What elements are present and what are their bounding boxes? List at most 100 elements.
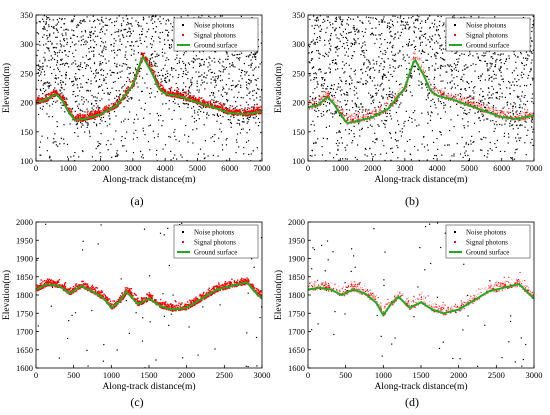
signal-photon bbox=[94, 113, 97, 115]
noise-photon bbox=[148, 16, 150, 18]
noise-photon bbox=[360, 78, 362, 80]
noise-photon bbox=[438, 25, 440, 27]
noise-photon bbox=[386, 41, 388, 44]
noise-photon bbox=[427, 111, 429, 113]
noise-photon bbox=[149, 149, 151, 151]
noise-photon bbox=[332, 88, 335, 90]
noise-photon bbox=[379, 46, 381, 49]
noise-photon bbox=[141, 90, 143, 92]
noise-photon bbox=[146, 31, 148, 33]
noise-photon bbox=[463, 125, 465, 127]
noise-photon bbox=[256, 97, 258, 99]
noise-photon bbox=[64, 18, 66, 20]
noise-photon bbox=[511, 157, 513, 159]
noise-photon bbox=[158, 119, 160, 121]
signal-photon bbox=[257, 108, 259, 111]
signal-photon bbox=[352, 120, 354, 122]
noise-photon bbox=[408, 17, 410, 19]
noise-photon bbox=[149, 113, 151, 115]
noise-photon bbox=[362, 22, 364, 24]
noise-photon bbox=[380, 153, 382, 155]
noise-photon bbox=[154, 65, 156, 67]
noise-photon bbox=[143, 18, 145, 20]
noise-photon bbox=[361, 128, 363, 130]
noise-photon bbox=[248, 92, 250, 94]
noise-photon bbox=[169, 47, 171, 49]
noise-photon bbox=[462, 156, 464, 158]
noise-photon bbox=[144, 134, 146, 136]
noise-photon bbox=[86, 16, 88, 18]
noise-photon bbox=[68, 51, 70, 53]
noise-photon bbox=[251, 17, 253, 19]
noise-photon bbox=[451, 155, 453, 157]
noise-photon bbox=[531, 40, 533, 42]
noise-photon bbox=[507, 133, 510, 135]
noise-photon bbox=[64, 50, 66, 52]
noise-photon bbox=[484, 60, 486, 62]
noise-photon bbox=[453, 155, 455, 157]
noise-photon bbox=[83, 101, 85, 103]
noise-photon bbox=[208, 114, 210, 116]
noise-photon bbox=[311, 58, 314, 60]
noise-photon bbox=[351, 79, 353, 81]
noise-photon bbox=[82, 35, 84, 37]
signal-photon bbox=[257, 112, 260, 115]
noise-photon bbox=[402, 28, 404, 30]
signal-photon bbox=[157, 81, 159, 83]
noise-photon bbox=[336, 153, 338, 156]
noise-photon bbox=[212, 92, 214, 94]
signal-photon bbox=[93, 111, 95, 113]
noise-photon bbox=[193, 106, 195, 108]
noise-photon bbox=[190, 81, 192, 83]
noise-photon bbox=[127, 96, 129, 98]
noise-photon bbox=[376, 61, 378, 63]
noise-photon bbox=[512, 105, 514, 107]
noise-photon bbox=[178, 74, 180, 76]
noise-photon bbox=[505, 120, 507, 122]
noise-photon bbox=[193, 121, 196, 123]
noise-photon bbox=[52, 26, 54, 29]
signal-photon bbox=[64, 100, 66, 103]
signal-photon bbox=[219, 102, 222, 104]
noise-photon bbox=[178, 93, 180, 95]
noise-photon bbox=[168, 46, 170, 48]
signal-photon bbox=[44, 94, 47, 96]
noise-photon bbox=[517, 74, 519, 76]
noise-photon bbox=[472, 55, 474, 57]
noise-photon bbox=[142, 19, 144, 21]
noise-photon bbox=[107, 149, 109, 151]
noise-photon bbox=[400, 83, 402, 85]
noise-photon bbox=[531, 101, 533, 103]
noise-photon bbox=[398, 106, 400, 108]
noise-photon bbox=[91, 156, 93, 158]
noise-photon bbox=[75, 49, 77, 51]
noise-photon bbox=[473, 96, 475, 98]
noise-photon bbox=[217, 76, 219, 78]
noise-photon bbox=[479, 149, 482, 151]
noise-photon bbox=[62, 81, 64, 83]
noise-photon bbox=[102, 74, 104, 76]
noise-photon bbox=[437, 98, 439, 100]
noise-photon bbox=[126, 64, 128, 66]
noise-photon bbox=[162, 18, 164, 20]
noise-photon bbox=[211, 60, 213, 62]
noise-photon bbox=[350, 18, 352, 20]
noise-photon bbox=[217, 78, 219, 80]
noise-photon bbox=[376, 139, 378, 141]
noise-photon bbox=[353, 39, 356, 41]
noise-photon bbox=[109, 69, 111, 71]
noise-photon bbox=[121, 70, 123, 72]
noise-photon bbox=[336, 88, 338, 90]
noise-photon bbox=[369, 61, 371, 63]
noise-photon bbox=[133, 122, 135, 124]
noise-photon bbox=[455, 52, 457, 54]
noise-photon bbox=[453, 68, 455, 70]
signal-photon bbox=[487, 106, 489, 108]
noise-photon bbox=[455, 69, 457, 71]
noise-photon bbox=[349, 32, 351, 34]
noise-photon bbox=[426, 76, 428, 78]
noise-photon bbox=[222, 89, 224, 91]
noise-photon bbox=[56, 29, 58, 31]
noise-photon bbox=[221, 144, 223, 146]
noise-photon bbox=[339, 131, 341, 133]
